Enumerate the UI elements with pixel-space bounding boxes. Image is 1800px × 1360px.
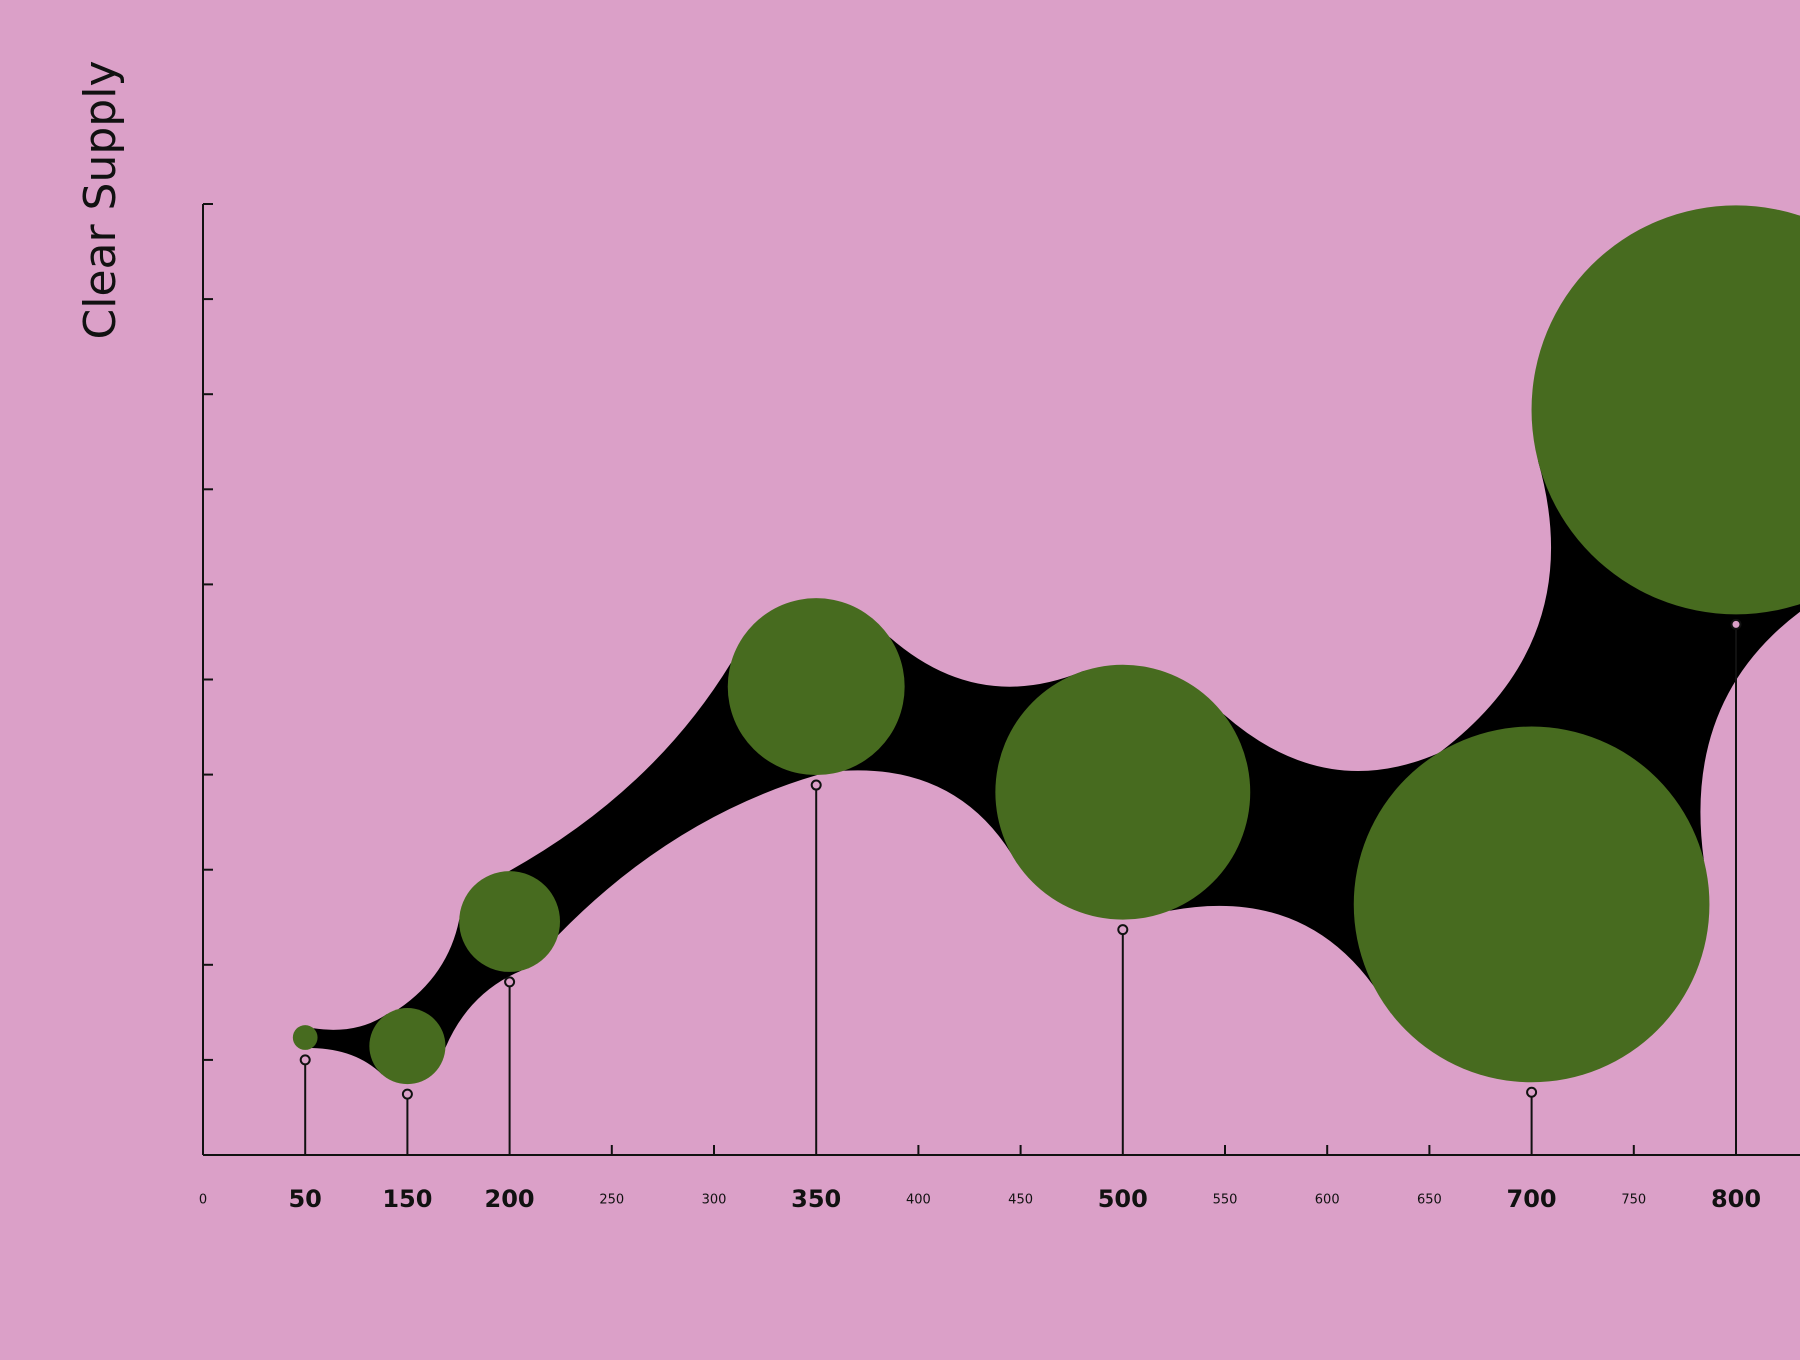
- x-tick-label: 350: [791, 1185, 841, 1213]
- point: [299, 1054, 311, 1066]
- x-tick-label: 200: [485, 1185, 535, 1213]
- bubble: [727, 598, 905, 776]
- bubble: [369, 1008, 446, 1085]
- x-tick-label: 450: [1008, 1193, 1033, 1208]
- point: [504, 976, 516, 988]
- bubble: [1353, 726, 1710, 1083]
- bubble: [292, 1025, 318, 1050]
- point: [1526, 1086, 1538, 1098]
- x-tick-label: 750: [1621, 1193, 1646, 1208]
- x-tick-label: 800: [1711, 1185, 1761, 1213]
- point: [1730, 618, 1742, 630]
- bubble: [995, 664, 1251, 920]
- x-tick-label: 550: [1213, 1193, 1238, 1208]
- x-tick-label: 150: [382, 1185, 432, 1213]
- x-tick-label: 500: [1098, 1185, 1148, 1213]
- point: [401, 1088, 413, 1100]
- point: [810, 779, 822, 791]
- x-tick-label: 300: [702, 1193, 727, 1208]
- x-tick-label: 400: [906, 1193, 931, 1208]
- bubble: [1531, 205, 1800, 615]
- x-tick-label: 0: [199, 1193, 207, 1208]
- x-tick-label: 250: [599, 1193, 624, 1208]
- point: [1117, 924, 1129, 936]
- bubble: [459, 871, 561, 972]
- x-tick-label: 50: [288, 1185, 321, 1213]
- x-tick-label: 600: [1315, 1193, 1340, 1208]
- x-tick-label: 700: [1507, 1185, 1557, 1213]
- connector: [311, 1013, 388, 1075]
- axis-title: Clear Supply: [75, 61, 126, 340]
- x-tick-label: 650: [1417, 1193, 1442, 1208]
